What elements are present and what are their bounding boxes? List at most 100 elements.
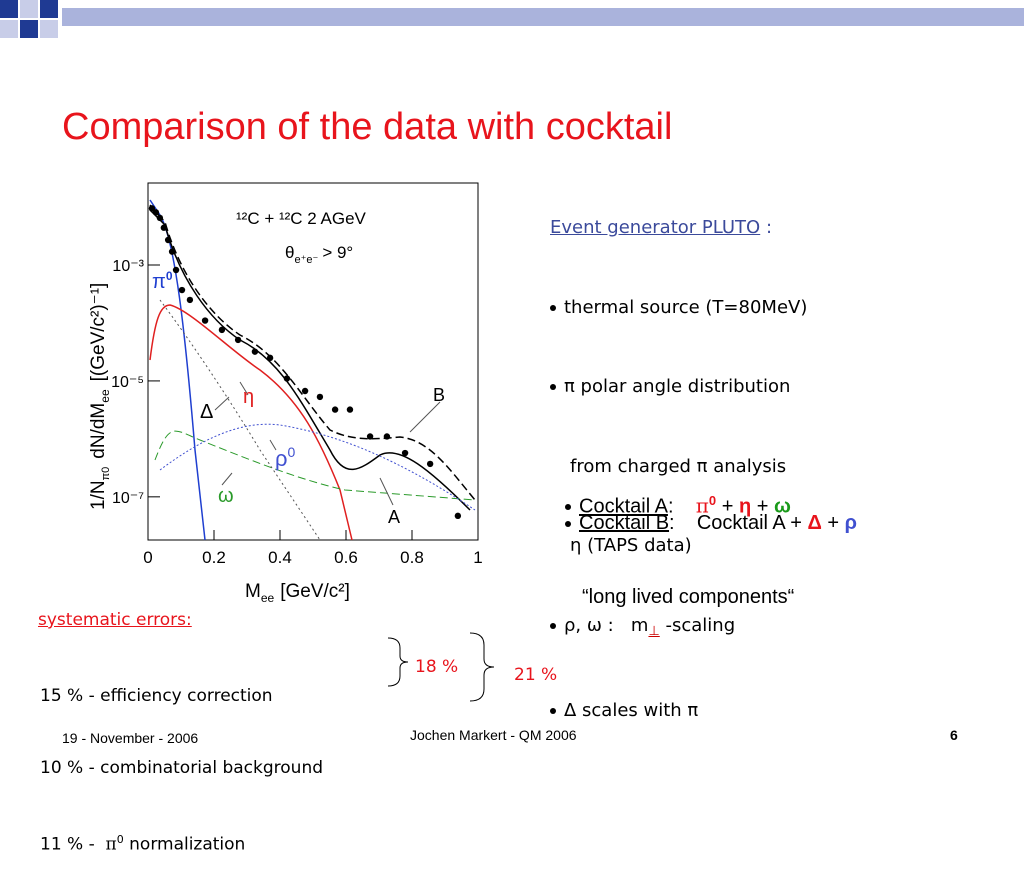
text: η (TAPS data) [570,535,692,556]
x-tick-label: 0.6 [334,548,358,567]
colon: : [765,217,773,238]
bullet [550,708,556,714]
line: 11 % - π0 normalization [40,828,323,857]
annotation: η [243,386,254,408]
annotation: A [388,507,400,527]
footer-page: 6 [950,727,958,743]
systematic-lines: 15 % - efficiency correction 10 % - comb… [40,636,323,881]
annotation: B [433,385,445,405]
data-point [156,214,164,222]
decor [0,0,1024,702]
x-tick-label: 0 [143,548,152,567]
bullet [550,384,556,390]
data-point [283,375,291,382]
data-point [316,393,324,401]
pi0-curve [149,199,206,541]
data-point [251,348,259,355]
item: thermal source (T=80MeV) [550,295,807,322]
data-point [172,266,180,274]
cocktail-a-curve [149,209,471,511]
y-axis-label: ee [98,389,112,403]
omega-curve [154,430,476,501]
text: -scaling [665,614,736,636]
annotation: ¹²C + ¹²C 2 AGeV [236,209,367,228]
x-tick-label: 0.2 [202,548,226,567]
slide: ¹²C + ¹²C 2 AGeV θe⁺e⁻ > 9° π0 η Δ ρ0 ω B… [0,0,1024,855]
item: π polar angle distribution [550,374,807,401]
y-axis-label: 1/N [88,480,109,510]
data-point [426,460,434,468]
x-axis-label: M [245,581,261,602]
chart: ¹²C + ¹²C 2 AGeV θe⁺e⁻ > 9° π0 η Δ ρ0 ω B… [88,182,483,605]
page: {"title":"Comparison of the data with co… [0,0,1024,855]
pluto-heading: Event generator PLUTO : [550,215,807,242]
text: thermal source (T=80MeV) [564,296,808,318]
y-tick-label: 10⁻⁵ [111,374,144,391]
footer-author: Jochen Markert - QM 2006 [410,727,577,743]
annotation: ρ [275,446,288,471]
logo-square [0,20,18,38]
text: normalization [129,834,246,855]
data-point [366,433,374,440]
logo-square [40,20,58,38]
delta: Δ [807,512,822,534]
y-axis-label: π0 [100,467,112,481]
text: ⊥ [648,623,660,639]
plus: + [721,495,734,518]
sup: 0 [708,493,717,508]
item: ρ, ω : m⊥ -scaling [550,613,807,646]
line: 15 % - efficiency correction [40,686,273,706]
y-axis-label: [(GeV/c²)⁻¹] [88,283,109,382]
x-tick-label: 0.4 [268,548,292,567]
x-axis-label: Mee [GeV/c²] [245,581,350,605]
systematic-heading: systematic errors: [38,610,192,630]
logo-square [0,0,18,18]
pluto-block: Event generator PLUTO : thermal source (… [550,162,807,751]
logo-square [40,0,58,18]
arrows [214,381,441,506]
item: η (TAPS data) [550,533,807,560]
y-axis-label: dN/dM [88,403,109,459]
plot-frame [147,182,479,541]
x-tick-label: 0.8 [400,548,424,567]
annotation: ω [218,485,234,507]
brace [387,637,409,687]
data-point [401,449,409,457]
line: 10 % - combinatorial background [40,758,324,778]
colon: : [667,495,674,518]
plus: + [756,495,769,518]
text: 0 [116,833,124,846]
text: ρ, ω : m [564,614,649,636]
data-point [383,433,391,440]
data-point [152,209,160,216]
y-tick-label: 10⁻⁷ [112,490,144,507]
delta-curve [159,299,321,541]
x-axis-label: ee [261,591,275,605]
base: Cocktail A [696,512,785,534]
text: Δ scales with π [564,700,699,721]
data-point [168,248,176,255]
sum: 21 % [514,665,558,685]
colon: : [669,512,675,534]
text: from charged π analysis [570,455,787,477]
heading: Event generator PLUTO [550,217,761,238]
cocktail-b-curve [149,204,476,501]
data-point [148,205,156,212]
text: 11 % - [40,834,95,855]
data-point [266,354,274,362]
annotation: e⁺e⁻ [294,254,318,266]
rho: ρ [844,512,858,534]
footer-date: 19 - November - 2006 [62,730,199,746]
x-tick-label: 1 [473,548,482,567]
data-point [201,317,209,324]
item: Δ scales with π [550,698,807,725]
annotation: 0 [166,269,173,283]
data-point [234,336,242,344]
data-point [454,512,462,520]
data-point [178,286,186,294]
text: π polar angle distribution [564,376,791,397]
item: from charged π analysis [550,454,807,481]
eta: η [738,495,752,518]
header-bar [62,8,1024,26]
data-point [164,236,172,244]
